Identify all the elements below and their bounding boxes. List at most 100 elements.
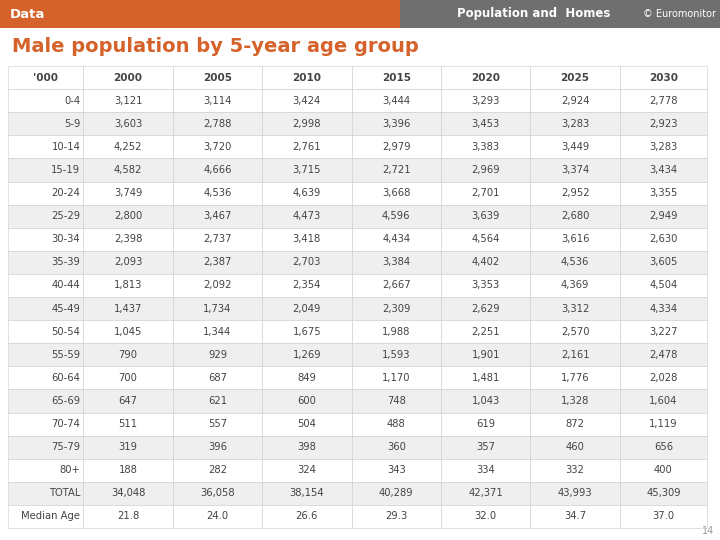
Text: 2,800: 2,800	[114, 211, 142, 221]
Bar	[441, 413, 531, 436]
Text: 2,092: 2,092	[203, 280, 232, 291]
Bar	[173, 112, 262, 136]
Text: 700: 700	[119, 373, 138, 383]
Text: 45,309: 45,309	[646, 488, 680, 498]
Bar	[531, 136, 620, 158]
Bar	[84, 297, 173, 320]
Text: 1,813: 1,813	[114, 280, 143, 291]
Text: 2,923: 2,923	[649, 119, 678, 129]
Text: 3,434: 3,434	[649, 165, 678, 175]
Text: 3,444: 3,444	[382, 96, 410, 106]
Text: 60-64: 60-64	[51, 373, 81, 383]
Bar	[620, 66, 707, 89]
Bar	[531, 413, 620, 436]
Bar	[531, 366, 620, 389]
Bar	[84, 66, 173, 89]
Bar	[441, 158, 531, 181]
Text: 42,371: 42,371	[468, 488, 503, 498]
Text: 2,701: 2,701	[472, 188, 500, 198]
Bar	[531, 458, 620, 482]
Bar	[262, 158, 351, 181]
Bar	[8, 274, 84, 297]
Text: 4,596: 4,596	[382, 211, 410, 221]
Bar	[441, 136, 531, 158]
Bar	[262, 66, 351, 89]
Bar	[173, 343, 262, 366]
Text: 849: 849	[297, 373, 316, 383]
Text: 4,666: 4,666	[203, 165, 232, 175]
Text: 2,354: 2,354	[292, 280, 321, 291]
Bar	[84, 274, 173, 297]
Text: 3,283: 3,283	[561, 119, 589, 129]
Bar	[531, 436, 620, 458]
Text: 0-4: 0-4	[64, 96, 81, 106]
Text: 656: 656	[654, 442, 673, 452]
Bar	[84, 389, 173, 413]
Text: 45-49: 45-49	[51, 303, 81, 314]
Text: 34,048: 34,048	[111, 488, 145, 498]
Bar	[84, 181, 173, 205]
Bar	[441, 482, 531, 505]
Bar	[262, 389, 351, 413]
Bar	[84, 89, 173, 112]
Bar	[441, 389, 531, 413]
Bar	[173, 158, 262, 181]
Bar	[0, 0, 400, 28]
Bar	[173, 136, 262, 158]
Bar	[351, 181, 441, 205]
Bar	[8, 205, 84, 228]
Bar	[84, 112, 173, 136]
Bar	[84, 136, 173, 158]
Bar	[84, 458, 173, 482]
Text: 2010: 2010	[292, 72, 321, 83]
Bar	[400, 0, 720, 28]
Text: 1,328: 1,328	[561, 396, 589, 406]
Bar	[173, 66, 262, 89]
Text: TOTAL: TOTAL	[49, 488, 81, 498]
Text: 20-24: 20-24	[51, 188, 81, 198]
Bar	[351, 251, 441, 274]
Bar	[84, 158, 173, 181]
Bar	[531, 297, 620, 320]
Text: 15-19: 15-19	[51, 165, 81, 175]
Text: 2020: 2020	[471, 72, 500, 83]
Bar	[173, 389, 262, 413]
Text: 1,776: 1,776	[561, 373, 590, 383]
Text: 70-74: 70-74	[51, 419, 81, 429]
Text: 332: 332	[566, 465, 585, 475]
Bar	[531, 89, 620, 112]
Text: 3,121: 3,121	[114, 96, 143, 106]
Text: 282: 282	[208, 465, 227, 475]
Bar	[84, 505, 173, 528]
Text: 460: 460	[566, 442, 585, 452]
Bar	[441, 458, 531, 482]
Bar	[351, 66, 441, 89]
Bar	[173, 436, 262, 458]
Text: 3,424: 3,424	[293, 96, 321, 106]
Text: 4,369: 4,369	[561, 280, 589, 291]
Bar	[351, 389, 441, 413]
Bar	[84, 251, 173, 274]
Text: 2,778: 2,778	[649, 96, 678, 106]
Text: 43,993: 43,993	[558, 488, 593, 498]
Bar	[441, 228, 531, 251]
Text: 55-59: 55-59	[51, 350, 81, 360]
Bar	[84, 482, 173, 505]
Text: 34.7: 34.7	[564, 511, 586, 522]
Bar	[8, 436, 84, 458]
Text: 357: 357	[476, 442, 495, 452]
Bar	[262, 89, 351, 112]
Text: 2,788: 2,788	[203, 119, 232, 129]
Bar	[8, 228, 84, 251]
Text: 2025: 2025	[561, 72, 590, 83]
Bar	[620, 297, 707, 320]
Bar	[531, 205, 620, 228]
Text: 2,667: 2,667	[382, 280, 410, 291]
Bar	[173, 482, 262, 505]
Text: 1,481: 1,481	[472, 373, 500, 383]
Bar	[262, 181, 351, 205]
Bar	[173, 205, 262, 228]
Bar	[262, 205, 351, 228]
Text: 4,582: 4,582	[114, 165, 143, 175]
Text: Male population by 5-year age group: Male population by 5-year age group	[12, 37, 419, 57]
